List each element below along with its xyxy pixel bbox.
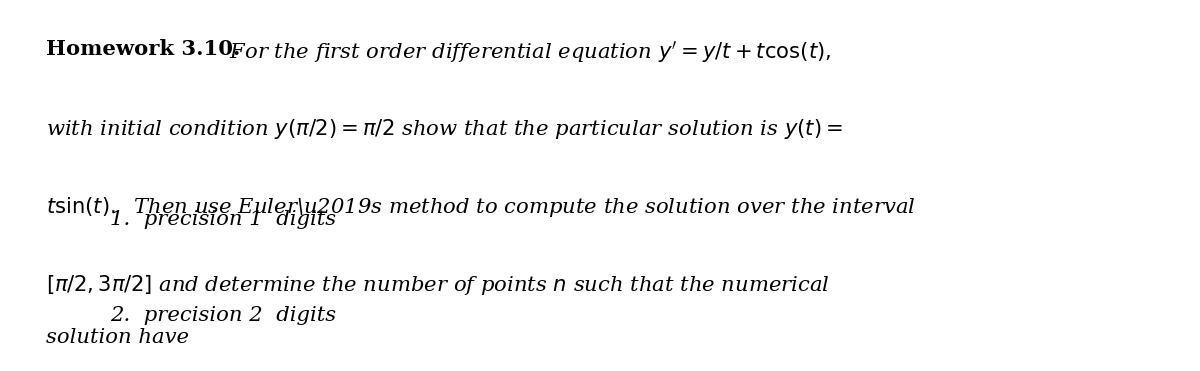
- Text: with initial condition $y(\pi/2)=\pi/2$ show that the particular solution is $y(: with initial condition $y(\pi/2)=\pi/2$ …: [46, 117, 842, 141]
- Text: solution have: solution have: [46, 328, 188, 347]
- Text: 2.  precision 2  digits: 2. precision 2 digits: [110, 306, 336, 325]
- Text: 1.  precision 1  digits: 1. precision 1 digits: [110, 210, 336, 229]
- Text: For the first order differential equation $y'=y/t+t\cos(t),$: For the first order differential equatio…: [223, 39, 832, 65]
- Text: $t\sin(t).$  Then use Euler\u2019s method to compute the solution over the inter: $t\sin(t).$ Then use Euler\u2019s method…: [46, 195, 916, 219]
- Text: $[\pi/2,3\pi/2]$ and determine the number of points $n$ such that the numerical: $[\pi/2,3\pi/2]$ and determine the numbe…: [46, 273, 829, 297]
- Text: Homework 3.10.: Homework 3.10.: [46, 39, 240, 59]
